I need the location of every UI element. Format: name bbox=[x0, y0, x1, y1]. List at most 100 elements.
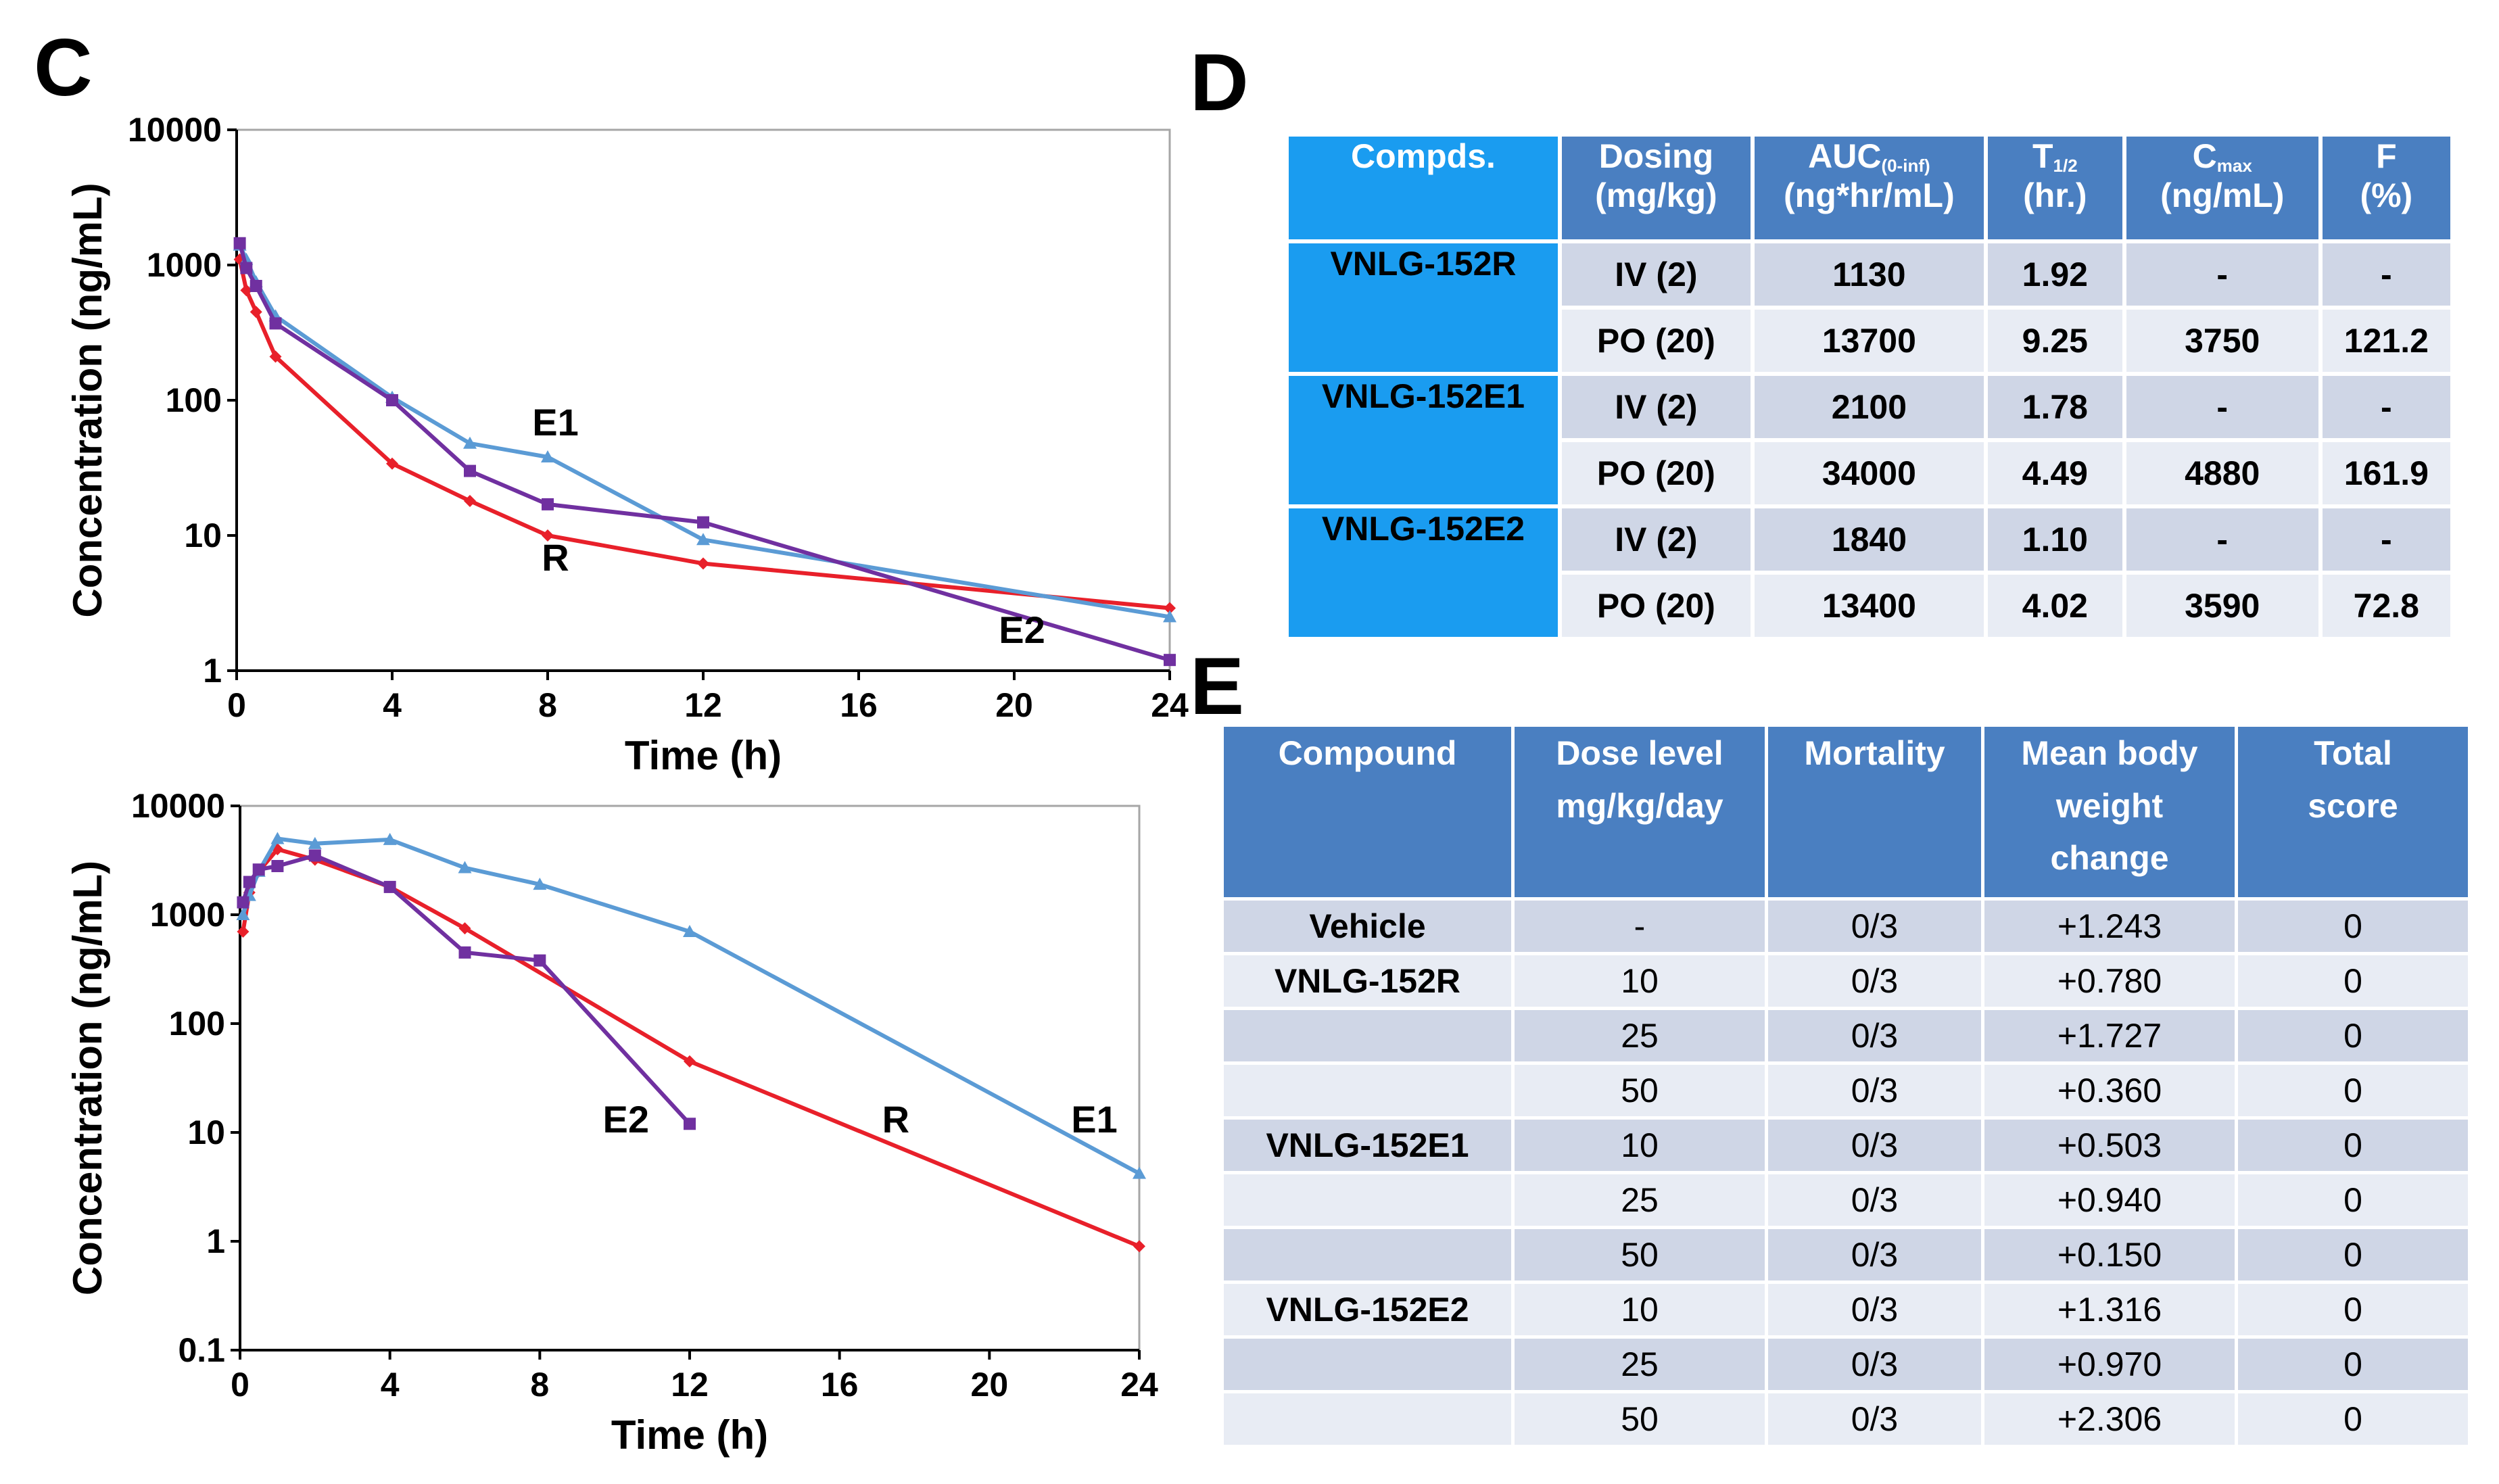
series-label-r: R bbox=[542, 536, 569, 579]
data-point-e1 bbox=[541, 450, 554, 463]
table-cell: +0.970 bbox=[1984, 1339, 2235, 1390]
table-cell: 10 bbox=[1515, 955, 1765, 1007]
header-t-half: T1/2 (hr.) bbox=[1987, 137, 2122, 239]
x-tick-label: 24 bbox=[1151, 686, 1189, 724]
toxicity-table: Compound Dose level mg/kg/day Mortality M… bbox=[1220, 723, 2471, 1448]
data-point-e1 bbox=[308, 836, 322, 849]
y-tick-label: 10000 bbox=[131, 787, 225, 825]
table-cell: 161.9 bbox=[2322, 442, 2450, 504]
panel-label-e: E bbox=[1190, 641, 1245, 732]
header-total-score: Total score bbox=[2238, 727, 2468, 897]
data-point-r bbox=[697, 557, 709, 570]
data-point-e1 bbox=[1163, 610, 1176, 623]
table-cell: +1.727 bbox=[1984, 1010, 2235, 1061]
plot-frame bbox=[235, 128, 1171, 672]
table-cell: 0 bbox=[2238, 955, 2468, 1007]
data-point-e1 bbox=[463, 436, 477, 449]
compound-cell: VNLG-152E1 bbox=[1289, 376, 1558, 504]
data-point-r bbox=[237, 925, 249, 938]
data-point-e2 bbox=[458, 946, 471, 959]
table-cell: 0 bbox=[2238, 1174, 2468, 1226]
table-cell: 10 bbox=[1515, 1284, 1765, 1335]
header-dose-level: Dose level mg/kg/day bbox=[1515, 727, 1765, 897]
table-row: PO (20) 13700 9.25 3750 121.2 bbox=[1289, 310, 2450, 372]
table-cell: 0/3 bbox=[1768, 1065, 1981, 1116]
panel-label-d: D bbox=[1190, 37, 1249, 128]
header-dosing: Dosing (mg/kg) bbox=[1561, 137, 1751, 239]
table-cell: - bbox=[2322, 508, 2450, 571]
data-point-e2 bbox=[308, 849, 321, 862]
y-tick-label: 1 bbox=[206, 1222, 225, 1260]
x-tick-label: 8 bbox=[538, 686, 557, 724]
series-line-e2 bbox=[241, 853, 692, 1126]
table-cell: +2.306 bbox=[1984, 1393, 2235, 1445]
table-cell: IV (2) bbox=[1561, 243, 1751, 306]
table-cell: +1.243 bbox=[1984, 901, 2235, 952]
table-cell: PO (20) bbox=[1561, 575, 1751, 637]
data-point-r bbox=[386, 457, 398, 470]
series-line-r bbox=[241, 847, 1141, 1249]
x-axis-label: Time (h) bbox=[611, 1412, 768, 1458]
data-point-e2 bbox=[386, 394, 398, 406]
x-tick-label: 0 bbox=[227, 686, 246, 724]
table-cell: 72.8 bbox=[2322, 575, 2450, 637]
series-label-e2: E2 bbox=[603, 1098, 650, 1141]
data-point-r bbox=[464, 494, 476, 507]
header-mortality: Mortality bbox=[1768, 727, 1981, 897]
table-cell: - bbox=[1515, 901, 1765, 952]
table-cell: +0.503 bbox=[1984, 1120, 2235, 1171]
x-tick-label: 16 bbox=[821, 1366, 859, 1404]
data-point-e2 bbox=[269, 317, 282, 330]
x-tick-label: 4 bbox=[383, 686, 402, 724]
table-cell: 1840 bbox=[1754, 508, 1984, 571]
x-tick-label: 8 bbox=[530, 1366, 549, 1404]
table-row: 50 0/3 +0.360 0 bbox=[1224, 1065, 2468, 1116]
table-cell: 0/3 bbox=[1768, 901, 1981, 952]
x-tick-label: 12 bbox=[684, 686, 722, 724]
table-row: 50 0/3 +0.150 0 bbox=[1224, 1229, 2468, 1280]
table-cell: 1.10 bbox=[1987, 508, 2122, 571]
x-axis-label: Time (h) bbox=[625, 733, 782, 778]
table-cell: 0 bbox=[2238, 1229, 2468, 1280]
table-row: PO (20) 34000 4.49 4880 161.9 bbox=[1289, 442, 2450, 504]
compound-cell bbox=[1224, 1174, 1511, 1226]
table-cell: - bbox=[2322, 243, 2450, 306]
table-cell: 1.92 bbox=[1987, 243, 2122, 306]
table-cell: 0 bbox=[2238, 1339, 2468, 1390]
header-compound: Compound bbox=[1224, 727, 1511, 897]
compound-cell: VNLG-152E2 bbox=[1224, 1284, 1511, 1335]
data-point-r bbox=[249, 306, 262, 318]
table-row: PO (20) 13400 4.02 3590 72.8 bbox=[1289, 575, 2450, 637]
table-cell: - bbox=[2126, 243, 2318, 306]
table-cell: 2100 bbox=[1754, 376, 1984, 438]
table-row: Vehicle -0/3 +1.243 0 bbox=[1224, 901, 2468, 952]
data-point-e2 bbox=[464, 464, 476, 477]
x-tick-label: 20 bbox=[971, 1366, 1009, 1404]
table-cell: 50 bbox=[1515, 1229, 1765, 1280]
data-point-r bbox=[269, 350, 282, 363]
table-cell: 121.2 bbox=[2322, 310, 2450, 372]
y-tick-label: 10 bbox=[187, 1114, 225, 1151]
table-row: VNLG-152E1 10 0/3 +0.503 0 bbox=[1224, 1120, 2468, 1171]
table-cell: 0/3 bbox=[1768, 1174, 1981, 1226]
y-tick-label: 1000 bbox=[147, 246, 222, 284]
compound-cell: Vehicle bbox=[1224, 901, 1511, 952]
y-tick-label: 10000 bbox=[128, 111, 222, 149]
po-concentration-chart: 0.1 1 10 100 1000 10000 0 4 8 12 16 20 24 Time (h) Con… bbox=[65, 787, 1158, 1458]
table-cell: 50 bbox=[1515, 1393, 1765, 1445]
data-point-e1 bbox=[383, 832, 397, 845]
header-compds: Compds. bbox=[1289, 137, 1558, 239]
data-point-r bbox=[1133, 1240, 1145, 1253]
data-point-e1 bbox=[270, 832, 285, 844]
table-cell: 10 bbox=[1515, 1120, 1765, 1171]
y-tick-label: 0.1 bbox=[178, 1331, 225, 1369]
table-cell: 0 bbox=[2238, 901, 2468, 952]
table-cell: 3750 bbox=[2126, 310, 2318, 372]
y-axis-label: Concentration (ng/mL) bbox=[65, 861, 110, 1295]
table-cell: +0.150 bbox=[1984, 1229, 2235, 1280]
x-tick-label: 16 bbox=[840, 686, 878, 724]
series-label-e1: E1 bbox=[1071, 1098, 1118, 1141]
x-tick-label: 0 bbox=[231, 1366, 249, 1404]
table-row: 25 0/3 +0.940 0 bbox=[1224, 1174, 2468, 1226]
table-cell: 4.02 bbox=[1987, 575, 2122, 637]
